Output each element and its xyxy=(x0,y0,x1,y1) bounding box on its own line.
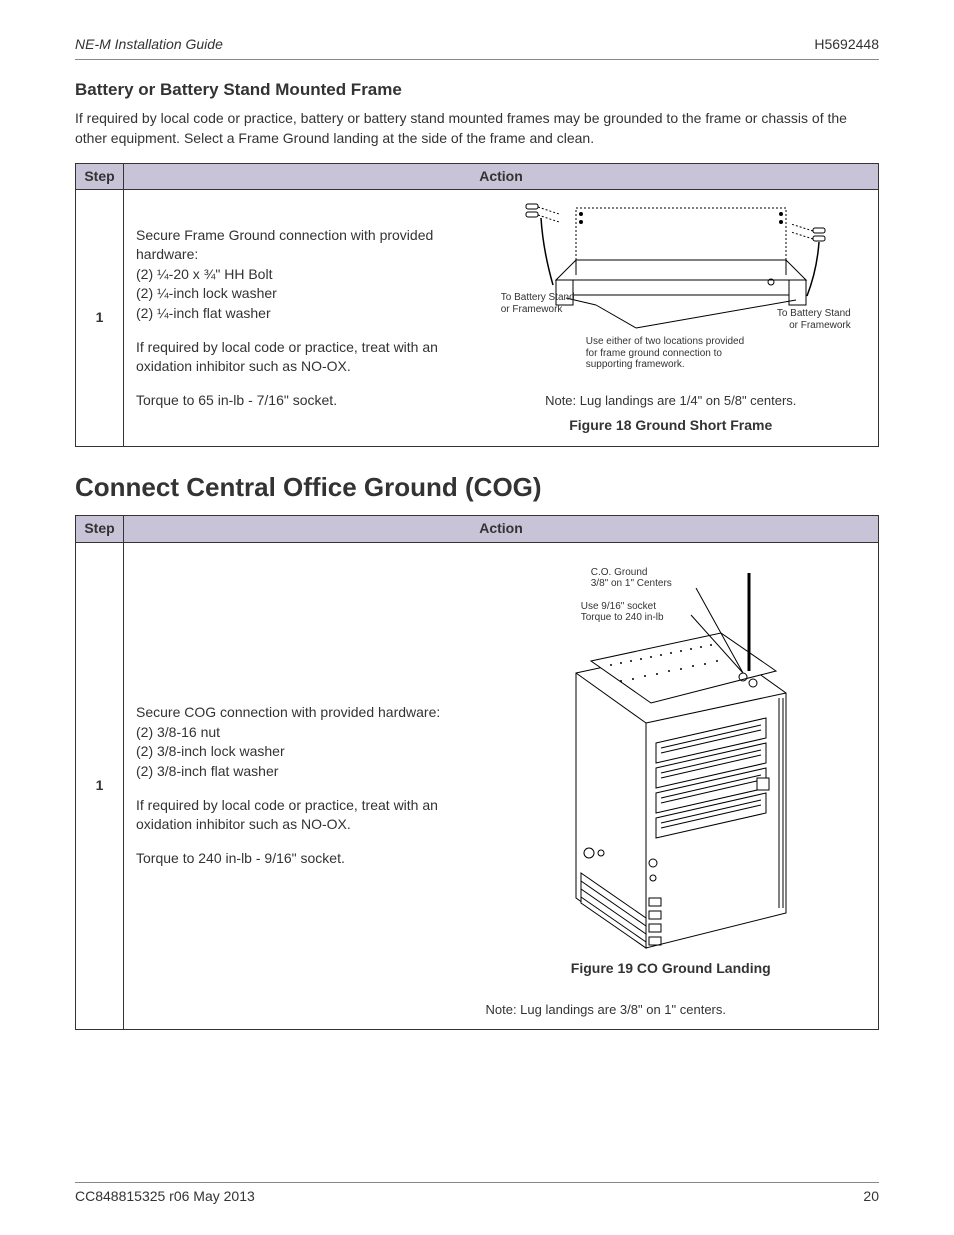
fig18-label-left: To Battery Stand or Framework xyxy=(501,292,575,315)
table1-step: 1 xyxy=(76,190,124,447)
th-action: Action xyxy=(124,163,879,190)
section1-intro: If required by local code or practice, b… xyxy=(75,109,879,148)
fig19-note: Note: Lug landings are 3/8" on 1" center… xyxy=(476,1001,867,1019)
footer-right: 20 xyxy=(863,1187,879,1207)
fig19-label1: C.O. Ground 3/8" on 1" Centers xyxy=(591,567,672,590)
table2-figure: C.O. Ground 3/8" on 1" Centers Use 9/16"… xyxy=(464,542,879,1029)
footer-left: CC848815325 r06 May 2013 xyxy=(75,1187,255,1207)
section1-title: Battery or Battery Stand Mounted Frame xyxy=(75,78,879,102)
th-action-2: Action xyxy=(124,516,879,543)
diagram-co-ground: C.O. Ground 3/8" on 1" Centers Use 9/16"… xyxy=(521,553,821,953)
fig18-caption: Figure 18 Ground Short Frame xyxy=(476,416,867,436)
fig18-label-use: Use either of two locations provided for… xyxy=(586,336,744,371)
fig18-label-right: To Battery Stand or Framework xyxy=(777,308,851,331)
fig19-label2: Use 9/16" socket Torque to 240 in-lb xyxy=(581,601,664,624)
table-ground-short-frame: Step Action 1 Secure Frame Ground connec… xyxy=(75,163,879,447)
table2-text: Secure COG connection with provided hard… xyxy=(124,542,464,1029)
fig18-note: Note: Lug landings are 1/4" on 5/8" cent… xyxy=(476,392,867,410)
th-step-2: Step xyxy=(76,516,124,543)
th-step: Step xyxy=(76,163,124,190)
table1-text: Secure Frame Ground connection with prov… xyxy=(124,190,464,447)
header-left: NE-M Installation Guide xyxy=(75,35,223,55)
table-cog: Step Action 1 Secure COG connection with… xyxy=(75,515,879,1029)
diagram-ground-short-frame: To Battery Stand or Framework To Battery… xyxy=(501,200,841,390)
page-footer: CC848815325 r06 May 2013 20 xyxy=(75,1182,879,1207)
section2-title: Connect Central Office Ground (COG) xyxy=(75,469,879,505)
header-right: H5692448 xyxy=(814,35,879,55)
fig19-caption: Figure 19 CO Ground Landing xyxy=(476,959,867,979)
table2-step: 1 xyxy=(76,542,124,1029)
table1-figure: To Battery Stand or Framework To Battery… xyxy=(464,190,879,447)
page-header: NE-M Installation Guide H5692448 xyxy=(75,35,879,60)
